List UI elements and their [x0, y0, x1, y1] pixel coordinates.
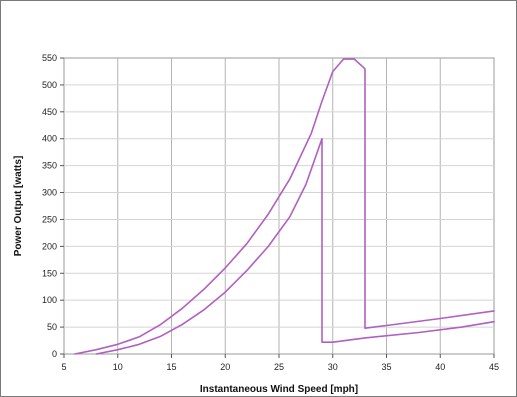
y-tick-label: 300 [42, 188, 57, 198]
x-tick-label: 30 [328, 362, 338, 372]
x-tick-label: 45 [489, 362, 499, 372]
grid-lines [64, 58, 494, 354]
y-tick-label: 400 [42, 134, 57, 144]
x-tick-label: 40 [435, 362, 445, 372]
y-tick-label: 200 [42, 241, 57, 251]
series-line-2 [95, 137, 495, 355]
x-tick-label: 25 [274, 362, 284, 372]
x-tick-label: 10 [113, 362, 123, 372]
y-axis-title: Power Output [watts] [13, 156, 24, 257]
y-tick-label: 250 [42, 214, 57, 224]
y-tick-label: 550 [42, 53, 57, 63]
series-line-1 [74, 58, 495, 355]
series-group [74, 58, 495, 355]
y-tick-label: 100 [42, 295, 57, 305]
y-tick-label: 450 [42, 107, 57, 117]
x-tick-label: 15 [166, 362, 176, 372]
y-tick-label: 50 [47, 322, 57, 332]
x-tick-label: 35 [381, 362, 391, 372]
x-axis-title: Instantaneous Wind Speed [mph] [200, 384, 358, 395]
y-tick-label: 500 [42, 80, 57, 90]
y-tick-label: 150 [42, 268, 57, 278]
x-tick-label: 5 [61, 362, 66, 372]
y-tick-label: 0 [52, 349, 57, 359]
tick-labels: 5 10 15 20 25 30 35 40 4505010015020025030035040… [42, 53, 499, 372]
y-tick-label: 350 [42, 161, 57, 171]
x-tick-label: 20 [220, 362, 230, 372]
